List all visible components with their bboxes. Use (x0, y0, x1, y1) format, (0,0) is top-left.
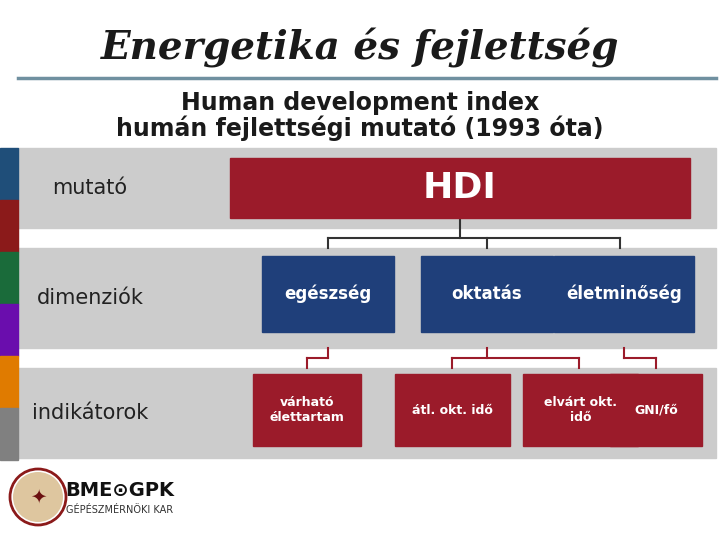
Bar (18, 368, 716, 458)
Text: oktatás: oktatás (451, 285, 522, 303)
Bar (0, 356, 18, 408)
Bar (253, 374, 361, 446)
Bar (0, 408, 18, 460)
Bar (0, 252, 18, 304)
Bar (230, 158, 690, 218)
Text: mutató: mutató (53, 178, 127, 198)
Text: indikátorok: indikátorok (32, 403, 148, 423)
Text: átl. okt. idő: átl. okt. idő (412, 403, 493, 416)
Bar (523, 374, 638, 446)
Text: dimenziók: dimenziók (37, 288, 143, 308)
Bar (610, 374, 702, 446)
Text: GÉPÉSZMÉRNÖKI KAR: GÉPÉSZMÉRNÖKI KAR (66, 505, 174, 515)
Text: elvárt okt.
idő: elvárt okt. idő (544, 396, 617, 424)
Bar (395, 374, 510, 446)
Text: ✦: ✦ (30, 488, 46, 507)
Bar (262, 256, 394, 332)
Text: egészség: egészség (284, 285, 372, 303)
Text: életminőség: életminőség (566, 285, 682, 303)
Text: Energetika és fejlettség: Energetika és fejlettség (101, 28, 619, 68)
Text: várható
élettartam: várható élettartam (269, 396, 344, 424)
Text: humán fejlettségi mutató (1993 óta): humán fejlettségi mutató (1993 óta) (116, 115, 604, 141)
Text: BME⊙GPK: BME⊙GPK (66, 481, 174, 500)
Bar (0, 304, 18, 356)
Bar (421, 256, 553, 332)
Bar (0, 148, 18, 200)
Text: HDI: HDI (423, 171, 497, 205)
Bar (0, 200, 18, 252)
Bar (18, 148, 716, 228)
Bar (554, 256, 694, 332)
Text: GNI/fő: GNI/fő (634, 403, 678, 416)
Bar (18, 248, 716, 348)
Text: Human development index: Human development index (181, 91, 539, 115)
Circle shape (13, 472, 63, 522)
